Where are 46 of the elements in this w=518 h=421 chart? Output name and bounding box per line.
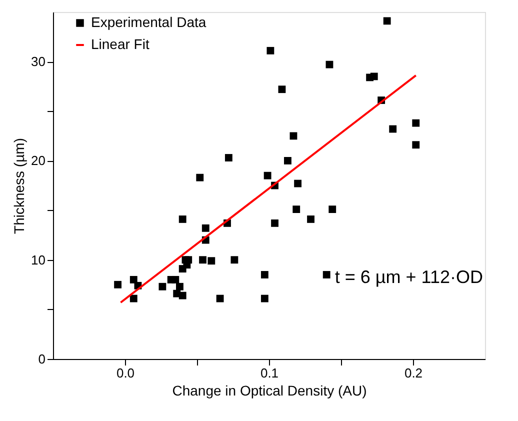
y-tick-label: 10 <box>31 252 46 268</box>
point <box>412 141 420 149</box>
point <box>292 206 300 213</box>
point <box>172 276 180 284</box>
y-tick-label: 0 <box>38 352 46 366</box>
point <box>114 280 122 288</box>
point <box>224 154 232 162</box>
point <box>264 172 272 180</box>
point <box>230 256 238 264</box>
x-axis-title: Change in Optical Density (AU) <box>172 382 367 398</box>
point <box>260 294 268 302</box>
point <box>178 292 186 300</box>
point <box>266 46 274 54</box>
point <box>370 72 378 80</box>
x-tick-label: 0.1 <box>260 366 279 380</box>
y-tick-label: 20 <box>31 153 46 168</box>
point <box>178 216 186 223</box>
point <box>412 119 420 127</box>
point <box>278 86 286 94</box>
point <box>284 157 292 164</box>
x-tick-label: 0.0 <box>116 366 135 380</box>
point <box>389 125 397 133</box>
y-tick-label: 30 <box>31 54 46 70</box>
point <box>196 174 204 182</box>
point <box>383 17 391 25</box>
point <box>208 257 216 265</box>
legend-label: Experimental Data <box>91 14 206 30</box>
point <box>202 224 210 232</box>
point <box>182 256 190 264</box>
point <box>176 282 184 290</box>
point <box>260 271 268 278</box>
point <box>294 180 302 188</box>
point <box>322 271 330 278</box>
point <box>271 219 278 227</box>
point <box>130 294 138 302</box>
point <box>290 132 298 140</box>
point <box>307 216 314 223</box>
x-tick-label: 0.2 <box>404 366 423 380</box>
legend-label: Linear Fit <box>91 36 150 52</box>
point <box>328 206 336 213</box>
point <box>158 282 166 290</box>
y-axis-title: Thickness (µm) <box>11 138 28 234</box>
point <box>326 60 334 68</box>
point <box>130 276 138 284</box>
annotation: t = 6 µm + 112·OD <box>334 267 483 287</box>
point <box>199 256 206 264</box>
